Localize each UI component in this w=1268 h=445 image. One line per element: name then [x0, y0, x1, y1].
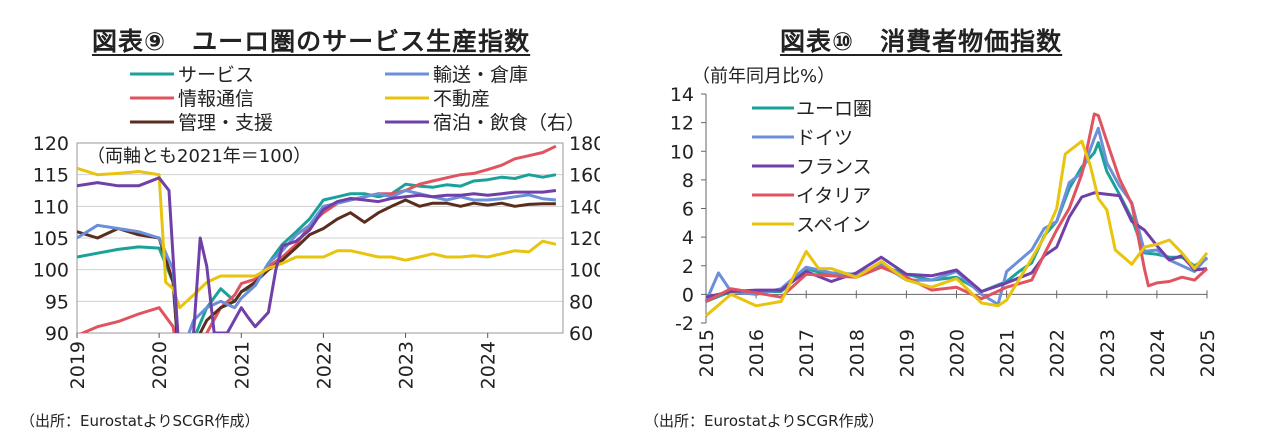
x-tick-label: 2018 — [846, 329, 868, 377]
series-line-0 — [77, 173, 557, 333]
x-tick-label: 2023 — [396, 341, 418, 389]
y-tick-label: 105 — [33, 228, 69, 250]
y-tick-label: 4 — [682, 227, 694, 249]
source-note: （出所：EurostatよりSCGR作成） — [644, 412, 884, 430]
x-tick-label: 2021 — [997, 329, 1019, 377]
y-tick-label: 0 — [682, 284, 694, 306]
legend-label: フランス — [796, 156, 872, 178]
series-line-3 — [705, 112, 1209, 303]
x-tick-label: 2019 — [896, 329, 918, 377]
legend-label: 不動産 — [433, 88, 490, 110]
y-tick-label: 110 — [33, 196, 69, 218]
y-tick-label: 12 — [670, 113, 694, 135]
y2-tick-label: 180 — [569, 133, 600, 155]
x-tick-label: 2022 — [313, 341, 335, 389]
x-tick-label: 2023 — [1097, 329, 1119, 377]
x-tick-label: 2016 — [746, 329, 768, 377]
y-tick-label: 120 — [33, 133, 69, 155]
series-line-1 — [79, 144, 557, 333]
legend-label: 管理・支援 — [178, 112, 273, 134]
x-tick-label: 2021 — [231, 341, 253, 389]
legend-label: ユーロ圏 — [796, 98, 872, 120]
legend-label: 宿泊・飲食（右） — [433, 112, 585, 134]
y-tick-label: 14 — [670, 84, 694, 106]
chart-panel-cpi: 図表⑩ 消費者物価指数 -2 0 2 4 6 8 10 12 14 2015 2016 2017 201… — [630, 0, 1268, 445]
chart-title: 図表⑨ ユーロ圏のサービス生産指数 — [92, 27, 531, 56]
x-tick-label: 2025 — [1197, 329, 1219, 377]
chart-title: 図表⑩ 消費者物価指数 — [780, 27, 1063, 56]
y-axis-unit: （前年同月比%） — [692, 66, 835, 87]
y2-tick-label: 120 — [569, 228, 600, 250]
legend-label: イタリア — [796, 185, 871, 207]
cpi-chart: -2 0 2 4 6 8 10 12 14 2015 2016 2017 2018 2019 2020 202… — [670, 66, 1219, 377]
service-production-chart: 90 95 100 105 110 115 120 60 80 100 120 140 160 180 20… — [33, 64, 600, 389]
x-tick-label: 2024 — [1147, 329, 1169, 377]
x-tick-label: 2017 — [796, 329, 818, 377]
y-tick-label: 90 — [45, 323, 69, 345]
x-tick-label: 2022 — [1047, 329, 1069, 377]
y-tick-label: -2 — [675, 313, 694, 335]
axis-note: （両軸とも2021年＝100） — [87, 146, 311, 167]
y-tick-label: 6 — [682, 199, 694, 221]
y2-tick-label: 100 — [569, 260, 600, 282]
x-tick-label: 2024 — [478, 341, 500, 389]
y2-tick-label: 60 — [569, 323, 593, 345]
series-line-5 — [77, 176, 557, 333]
source-note: （出所：EurostatよりSCGR作成） — [20, 412, 260, 430]
x-tick-label: 2019 — [67, 341, 89, 389]
y2-tick-label: 80 — [569, 291, 593, 313]
series-line-2 — [77, 198, 556, 333]
y-tick-label: 2 — [682, 256, 694, 278]
y2-tick-label: 160 — [569, 165, 600, 187]
legend-label: スペイン — [796, 214, 871, 236]
series-group — [77, 144, 557, 333]
y-tick-label: 100 — [33, 260, 69, 282]
x-tick-label: 2020 — [947, 329, 969, 377]
y-tick-label: 95 — [45, 291, 69, 313]
legend-label: 輸送・倉庫 — [433, 64, 528, 86]
legend-label: ドイツ — [796, 127, 853, 149]
legend-label: サービス — [178, 64, 254, 86]
series-line-4 — [705, 139, 1209, 317]
legend-label: 情報通信 — [178, 88, 254, 110]
series-line-4 — [77, 166, 557, 310]
x-tick-label: 2020 — [149, 341, 171, 389]
series-line-1 — [704, 126, 1209, 306]
y2-tick-label: 140 — [569, 196, 600, 218]
x-tick-label: 2015 — [696, 329, 718, 377]
y-tick-label: 115 — [33, 165, 69, 187]
y-tick-label: 8 — [682, 170, 694, 192]
y-tick-label: 10 — [670, 141, 694, 163]
chart-panel-service-production: 図表⑨ ユーロ圏のサービス生産指数 90 95 100 105 110 115 120 60 8… — [0, 0, 600, 445]
